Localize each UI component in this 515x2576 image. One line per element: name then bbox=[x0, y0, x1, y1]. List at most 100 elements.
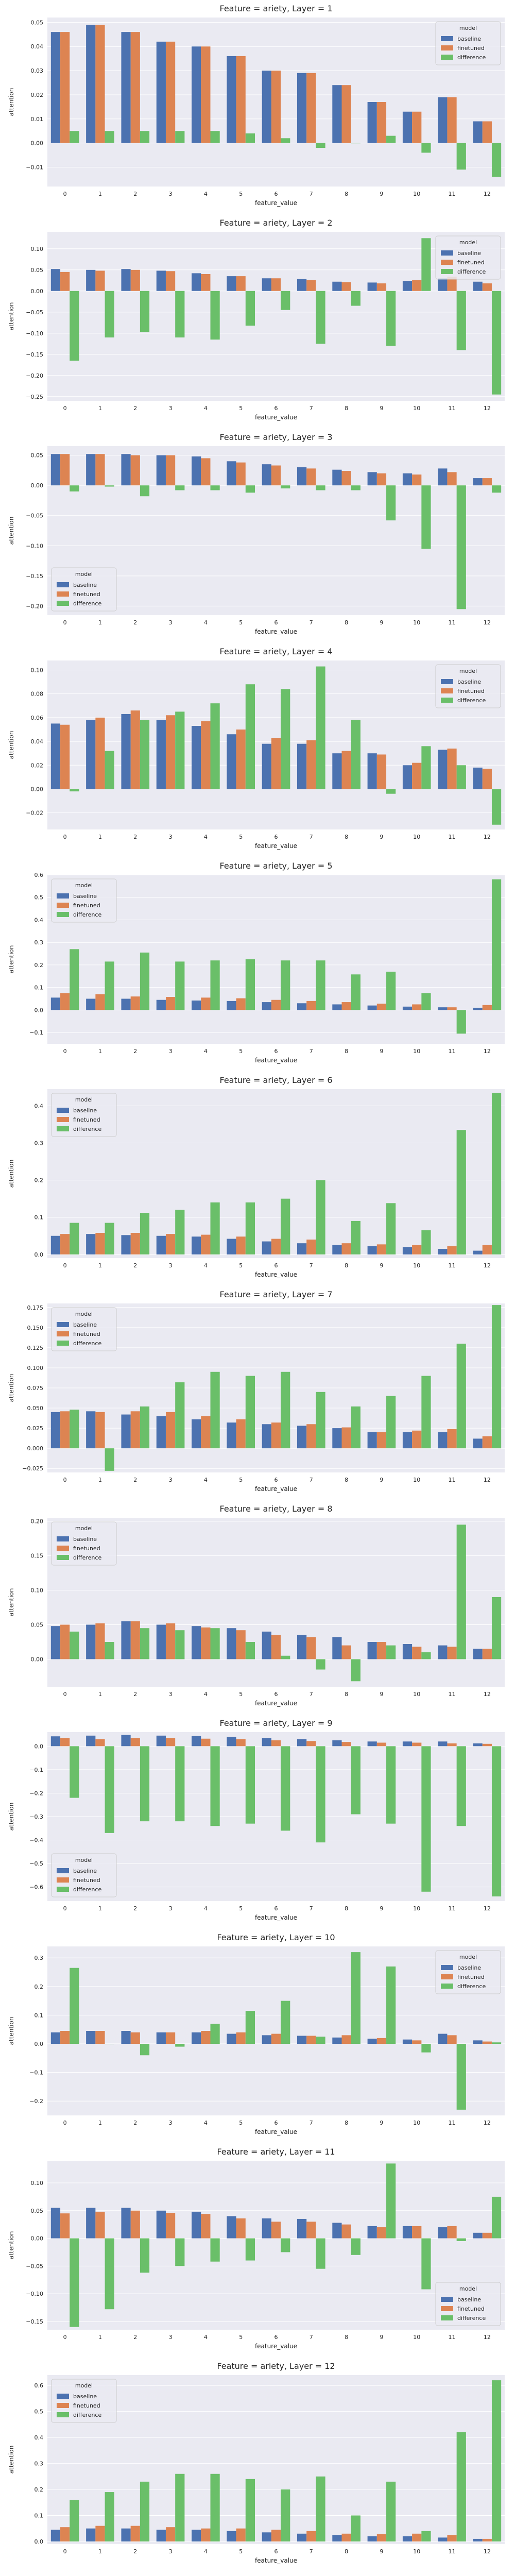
bar-baseline-2 bbox=[121, 2528, 131, 2541]
bar-finetuned-2 bbox=[130, 996, 140, 1010]
chart-title: Feature = ariety, Layer = 4 bbox=[220, 647, 333, 656]
y-tick-label: 0.5 bbox=[35, 894, 44, 901]
x-tick-label: 7 bbox=[310, 191, 313, 197]
bar-finetuned-2 bbox=[130, 2210, 140, 2239]
legend-swatch-baseline bbox=[57, 2394, 69, 2399]
bar-difference-11 bbox=[456, 1746, 466, 1826]
y-axis-label: attention bbox=[8, 1374, 15, 1402]
bar-difference-3 bbox=[175, 2238, 185, 2266]
legend: model baseline finetuned difference bbox=[51, 567, 117, 612]
bar-finetuned-4 bbox=[201, 2214, 211, 2239]
bar-difference-4 bbox=[210, 1371, 220, 1449]
bar-finetuned-6 bbox=[271, 71, 281, 143]
bar-difference-4 bbox=[210, 1746, 220, 1826]
bar-baseline-11 bbox=[438, 2033, 448, 2044]
bar-difference-3 bbox=[175, 1630, 185, 1659]
bar-baseline-10 bbox=[402, 2536, 413, 2541]
bar-finetuned-7 bbox=[306, 2222, 316, 2239]
bar-baseline-5 bbox=[227, 461, 236, 486]
legend-label-baseline: baseline bbox=[73, 1868, 97, 1874]
legend: model baseline finetuned difference bbox=[435, 235, 501, 280]
legend-label-difference: difference bbox=[457, 268, 486, 275]
bar-baseline-2 bbox=[121, 998, 131, 1010]
bar-finetuned-3 bbox=[165, 715, 176, 789]
x-tick-label: 7 bbox=[310, 619, 313, 626]
bar-baseline-0 bbox=[50, 1235, 61, 1255]
legend-label-difference: difference bbox=[73, 2412, 101, 2418]
bar-baseline-4 bbox=[192, 1736, 201, 1747]
y-tick-label: 0.2 bbox=[35, 962, 44, 969]
x-tick-label: 4 bbox=[204, 2120, 208, 2126]
x-tick-label: 3 bbox=[169, 2120, 173, 2126]
bar-baseline-0 bbox=[50, 2530, 61, 2541]
bar-difference-9 bbox=[386, 2481, 396, 2541]
bar-finetuned-4 bbox=[201, 2528, 211, 2541]
bar-baseline-6 bbox=[262, 1631, 271, 1659]
legend-swatch-baseline bbox=[441, 250, 453, 256]
legend-label-baseline: baseline bbox=[457, 36, 481, 42]
bar-baseline-8 bbox=[332, 469, 342, 486]
legend-swatch-finetuned bbox=[57, 1331, 69, 1336]
x-axis-label: feature_value bbox=[255, 1700, 297, 1707]
x-tick-label: 9 bbox=[380, 2120, 383, 2126]
bar-difference-11 bbox=[456, 1010, 466, 1034]
x-tick-label: 11 bbox=[449, 405, 456, 412]
y-tick-label: 0.03 bbox=[31, 67, 44, 74]
bar-baseline-11 bbox=[438, 97, 448, 143]
bar-difference-0 bbox=[70, 1968, 79, 2044]
x-tick-label: 4 bbox=[204, 191, 208, 197]
x-tick-label: 6 bbox=[274, 2548, 278, 2555]
bar-difference-8 bbox=[351, 2515, 360, 2541]
x-tick-label: 7 bbox=[310, 1691, 313, 1698]
x-tick-label: 4 bbox=[204, 405, 208, 412]
chart-svg: −0.010.000.010.020.030.040.050 1 2 3 4 5 6 7 8 9 1… bbox=[8, 4, 505, 207]
bar-finetuned-3 bbox=[165, 2527, 176, 2541]
bar-difference-1 bbox=[105, 1746, 114, 1833]
x-tick-label: 11 bbox=[449, 1691, 456, 1698]
chart-panel-layer-12: 0.0 0.1 0.2 0.3 0.4 0.5 0.6 0 1 2 3 4 5 6 7 8 9 10 11 12 Fea… bbox=[0, 2358, 515, 2572]
bar-finetuned-10 bbox=[412, 1430, 422, 1449]
chart-svg: −0.15−0.10−0.050.000.050.100 1 2 3 4 5 6 7 8 9 10 1… bbox=[8, 2147, 505, 2350]
legend-box bbox=[435, 1950, 501, 1994]
y-tick-label: 0.025 bbox=[27, 1425, 44, 1432]
x-tick-label: 11 bbox=[449, 1477, 456, 1483]
bar-difference-2 bbox=[140, 952, 150, 1010]
x-tick-label: 9 bbox=[380, 1477, 383, 1483]
bar-finetuned-4 bbox=[201, 274, 211, 291]
bar-baseline-11 bbox=[438, 2227, 448, 2239]
legend-swatch-finetuned bbox=[441, 1974, 453, 1979]
x-tick-label: 8 bbox=[345, 834, 348, 840]
bar-difference-12 bbox=[491, 291, 502, 395]
bar-baseline-1 bbox=[86, 25, 96, 143]
plot-area bbox=[47, 1089, 505, 1258]
bar-difference-12 bbox=[491, 1597, 502, 1659]
legend-label-difference: difference bbox=[457, 2315, 486, 2321]
x-axis-label: feature_value bbox=[255, 2343, 297, 2350]
bar-baseline-3 bbox=[156, 2530, 166, 2541]
bar-difference-9 bbox=[386, 291, 396, 346]
bar-baseline-8 bbox=[332, 1245, 342, 1255]
bar-finetuned-8 bbox=[341, 2224, 351, 2239]
bar-baseline-3 bbox=[156, 1624, 166, 1659]
legend-title: model bbox=[459, 239, 477, 246]
bar-finetuned-7 bbox=[306, 280, 316, 291]
bar-difference-3 bbox=[175, 1210, 185, 1255]
bar-baseline-12 bbox=[473, 2538, 483, 2541]
y-tick-label: 0.0 bbox=[35, 1007, 44, 1013]
bar-finetuned-2 bbox=[130, 1621, 140, 1659]
bar-difference-11 bbox=[456, 765, 466, 789]
bar-baseline-4 bbox=[192, 2032, 201, 2044]
y-axis-label: attention bbox=[8, 517, 15, 545]
bar-finetuned-0 bbox=[60, 1738, 70, 1747]
y-tick-label: 0.3 bbox=[35, 1955, 44, 1961]
bar-baseline-7 bbox=[297, 1635, 307, 1659]
bar-finetuned-9 bbox=[376, 2227, 387, 2239]
bar-finetuned-6 bbox=[271, 2222, 281, 2239]
bar-finetuned-7 bbox=[306, 1424, 316, 1449]
bar-finetuned-2 bbox=[130, 2526, 140, 2541]
y-tick-label: 0.1 bbox=[35, 1214, 44, 1221]
legend-swatch-difference bbox=[57, 1887, 69, 1892]
x-tick-label: 0 bbox=[63, 1048, 67, 1055]
x-tick-label: 12 bbox=[484, 834, 491, 840]
y-tick-label: 0.00 bbox=[31, 288, 44, 295]
